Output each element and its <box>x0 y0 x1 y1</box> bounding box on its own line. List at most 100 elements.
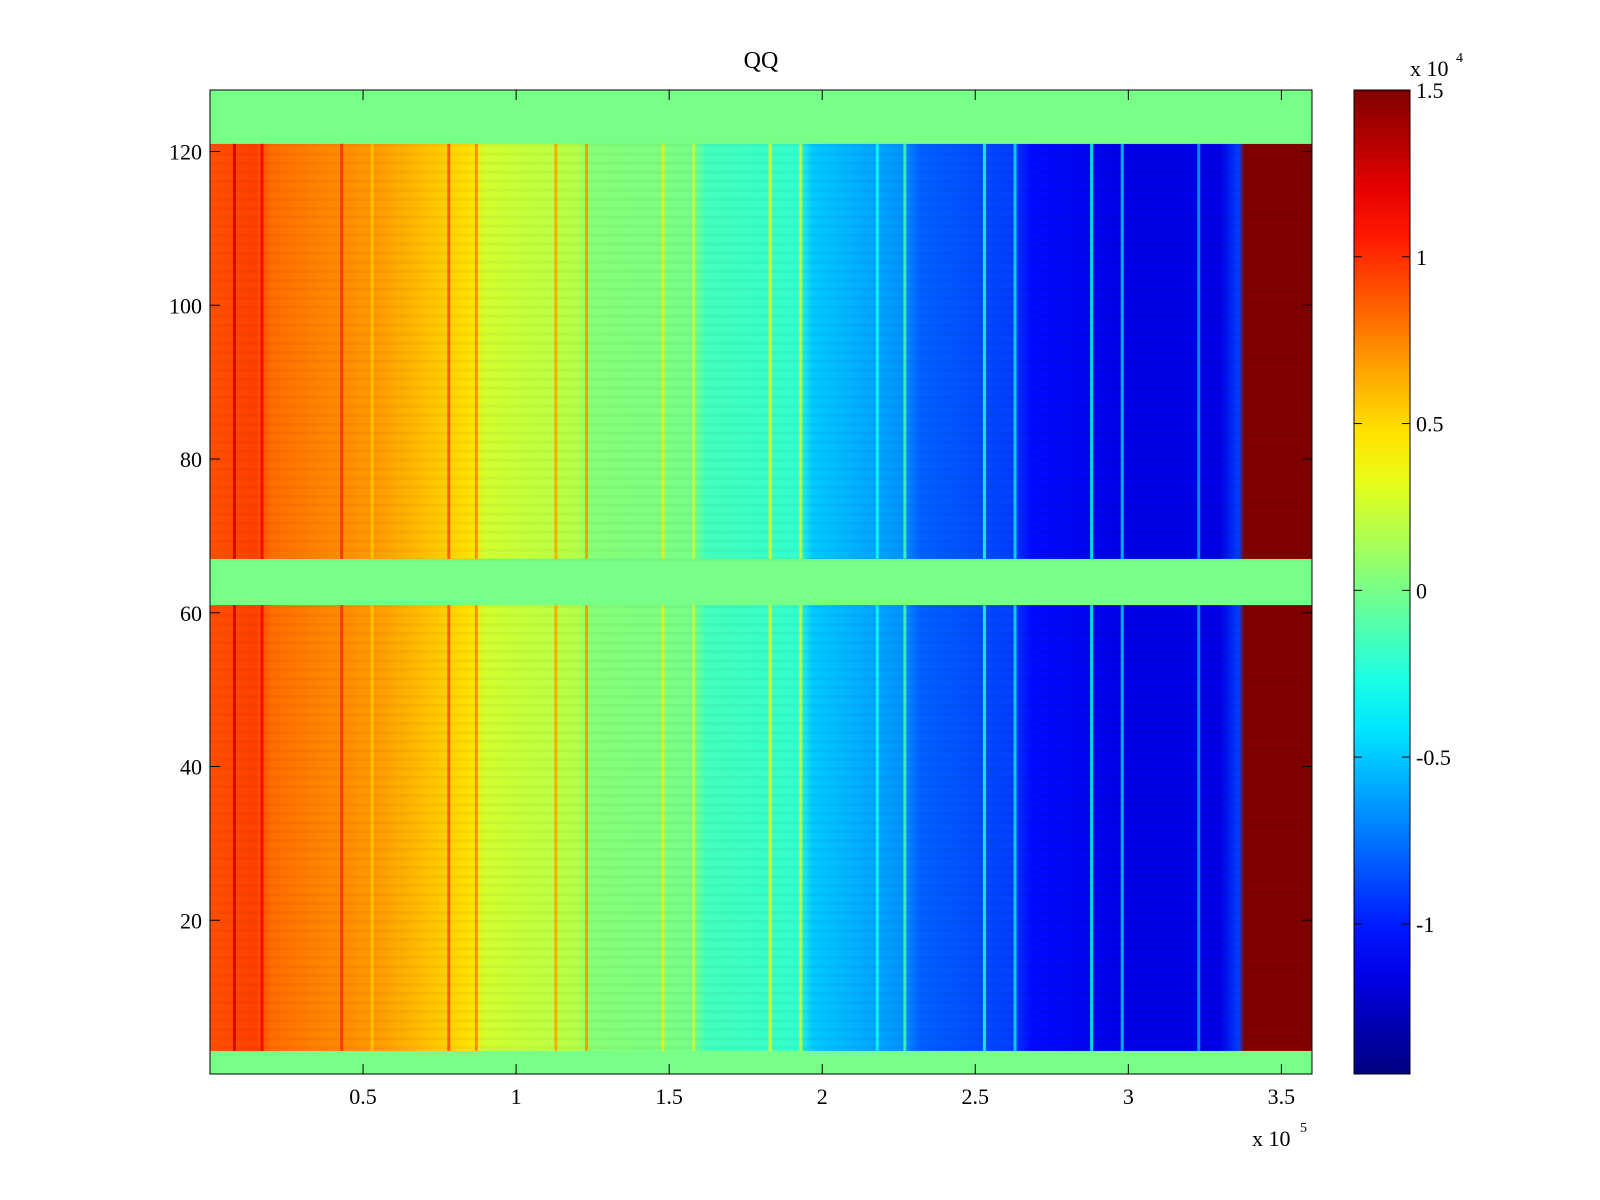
x-tick-label: 2 <box>817 1084 828 1109</box>
stripe-line <box>661 143 665 559</box>
row-texture <box>210 405 1312 408</box>
stripe-line <box>875 143 879 559</box>
stripe-line <box>768 143 772 559</box>
stripe-line <box>903 605 907 1051</box>
row-texture <box>210 713 1312 716</box>
row-texture <box>210 531 1312 534</box>
row-texture <box>210 704 1312 707</box>
colorbar-tick-label: 0.5 <box>1416 412 1444 437</box>
row-texture <box>210 911 1312 914</box>
row-texture <box>210 306 1312 309</box>
row-texture <box>210 749 1312 752</box>
row-texture <box>210 369 1312 372</box>
row-texture <box>210 974 1312 977</box>
data-band <box>210 605 1312 1051</box>
row-texture <box>210 441 1312 444</box>
row-texture <box>210 333 1312 336</box>
row-texture <box>210 992 1312 995</box>
stripe-line <box>799 605 803 1051</box>
stripe-line <box>1120 605 1124 1051</box>
x-tick-label: 2.5 <box>962 1084 990 1109</box>
row-texture <box>210 207 1312 210</box>
plot-area <box>210 90 1312 1074</box>
row-texture <box>210 513 1312 516</box>
colorbar-multiplier-base: x 10 <box>1410 56 1449 81</box>
row-texture <box>210 234 1312 237</box>
row-texture <box>210 504 1312 507</box>
colorbar-tick-label: 1.5 <box>1416 78 1444 103</box>
x-multiplier-exponent: 5 <box>1300 1121 1307 1136</box>
row-texture <box>210 956 1312 959</box>
row-texture <box>210 812 1312 815</box>
empty-band <box>210 1050 1312 1074</box>
y-tick-label: 60 <box>180 601 202 626</box>
stripe-line <box>370 143 374 559</box>
row-texture <box>210 540 1312 543</box>
plot-frame <box>209 89 1313 1075</box>
x-tick-label: 3 <box>1123 1084 1134 1109</box>
stripe-line <box>903 143 907 559</box>
empty-band <box>210 558 1312 606</box>
row-texture <box>210 623 1312 626</box>
row-texture <box>210 315 1312 318</box>
row-texture <box>210 902 1312 905</box>
row-texture <box>210 414 1312 417</box>
stripe-line <box>232 143 236 559</box>
row-texture <box>210 920 1312 923</box>
colorbar-tick-label: 1 <box>1416 245 1427 270</box>
row-texture <box>210 731 1312 734</box>
row-texture <box>210 938 1312 941</box>
row-texture <box>210 162 1312 165</box>
colorbar-ticks: -1 -0.5 0 0.5 1 1.5 <box>1354 78 1451 937</box>
stripe-line <box>340 143 344 559</box>
row-texture <box>210 153 1312 156</box>
heatmap-stripes <box>210 143 1312 1051</box>
colorbar-gradient <box>1353 89 1411 1075</box>
chart-title: QQ <box>744 48 779 74</box>
row-texture <box>210 1046 1312 1049</box>
row-texture <box>210 686 1312 689</box>
y-tick-label: 100 <box>169 293 202 318</box>
row-texture <box>210 387 1312 390</box>
row-texture <box>210 1019 1312 1022</box>
row-texture <box>210 857 1312 860</box>
row-texture <box>210 650 1312 653</box>
row-texture <box>210 767 1312 770</box>
stripe-line <box>1013 605 1017 1051</box>
colorbar-tick-label: -1 <box>1416 912 1434 937</box>
row-texture <box>210 758 1312 761</box>
stripe-line <box>982 143 986 559</box>
x-tick-label: 1 <box>511 1084 522 1109</box>
stripe-line <box>799 143 803 559</box>
empty-band <box>210 90 1312 144</box>
colorbar-tick-label: -0.5 <box>1416 745 1451 770</box>
stripe-line <box>370 605 374 1051</box>
y-tick-label: 20 <box>180 908 202 933</box>
row-texture <box>210 378 1312 381</box>
row-texture <box>210 884 1312 887</box>
row-texture <box>210 522 1312 525</box>
row-texture <box>210 947 1312 950</box>
stripe-line <box>1013 143 1017 559</box>
row-texture <box>210 776 1312 779</box>
row-texture <box>210 252 1312 255</box>
row-texture <box>210 468 1312 471</box>
row-texture <box>210 866 1312 869</box>
stripe-line <box>474 605 478 1051</box>
stripe-line <box>875 605 879 1051</box>
row-texture <box>210 614 1312 617</box>
stripe-line <box>585 143 589 559</box>
colorbar-tick-label: 0 <box>1416 578 1427 603</box>
row-texture <box>210 216 1312 219</box>
row-texture <box>210 695 1312 698</box>
row-texture <box>210 740 1312 743</box>
row-texture <box>210 965 1312 968</box>
row-texture <box>210 342 1312 345</box>
row-texture <box>210 785 1312 788</box>
row-texture <box>210 279 1312 282</box>
row-texture <box>210 803 1312 806</box>
row-texture <box>210 1028 1312 1031</box>
y-tick-label: 120 <box>169 140 202 165</box>
row-texture <box>210 558 1312 561</box>
row-texture <box>210 794 1312 797</box>
